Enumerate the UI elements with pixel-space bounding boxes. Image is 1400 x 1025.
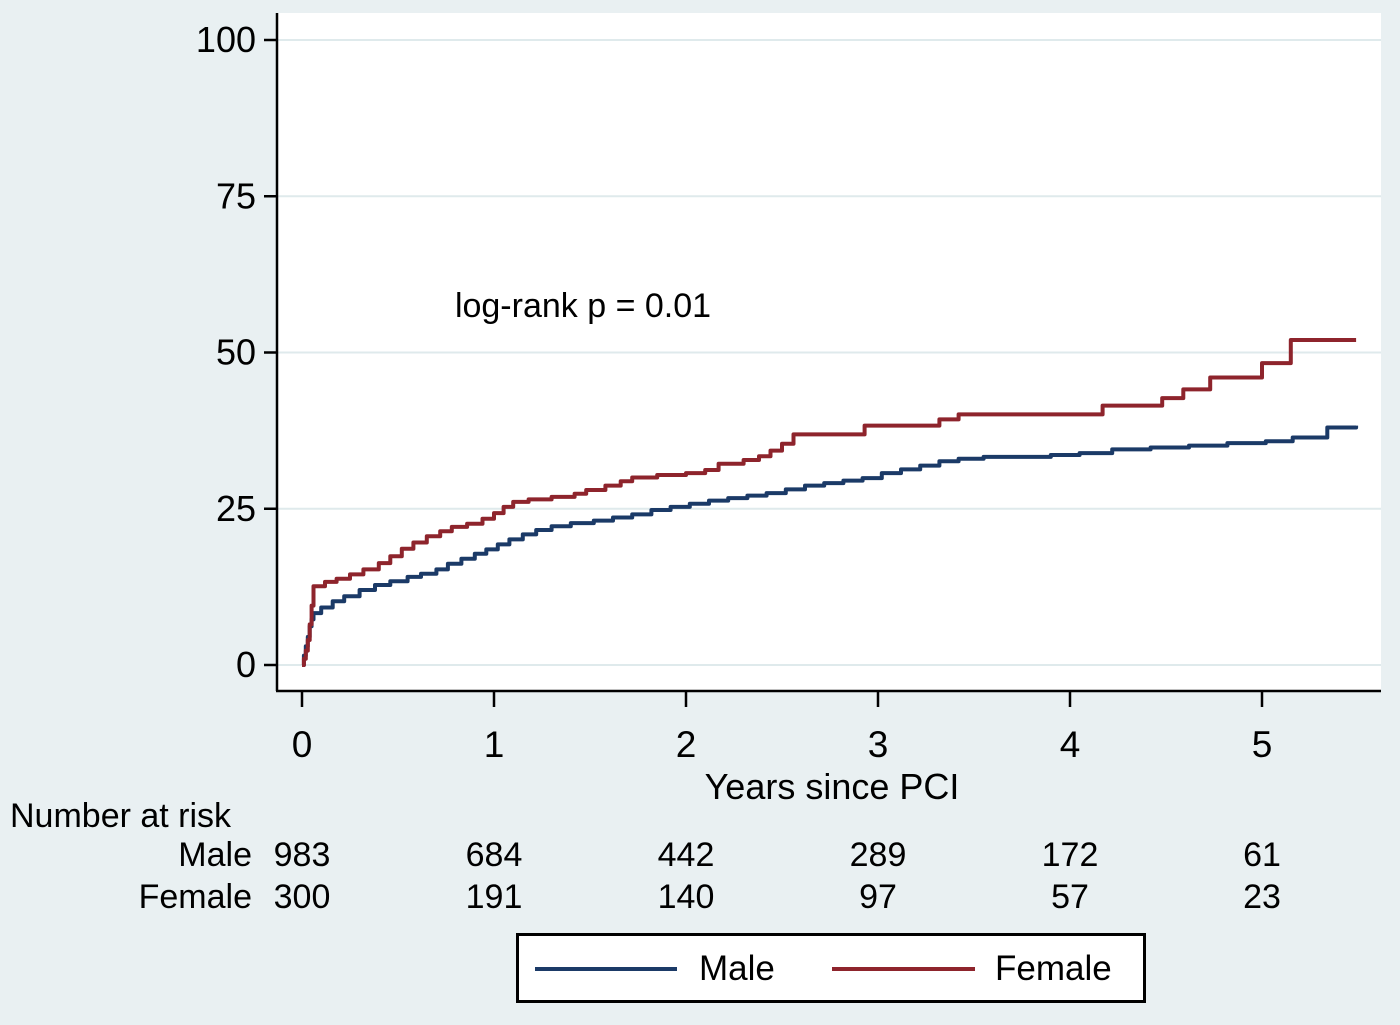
legend-line-male <box>535 967 677 971</box>
risk-value-male-year2: 442 <box>657 836 715 874</box>
risk-value-female-year3: 97 <box>859 878 897 916</box>
risk-value-female-year1: 191 <box>465 878 523 916</box>
legend-line-female <box>832 967 975 971</box>
y-tick-label-100: 100 <box>196 19 256 60</box>
risk-value-male-year3: 289 <box>849 836 907 874</box>
risk-value-female-year0: 300 <box>273 878 331 916</box>
y-tick-label-0: 0 <box>236 644 256 685</box>
logrank-annotation: log-rank p = 0.01 <box>454 287 712 325</box>
legend: Male Female <box>516 933 1146 1003</box>
risk-value-male-year5: 61 <box>1243 836 1281 874</box>
risk-value-male-year0: 983 <box>273 836 331 874</box>
risk-value-female-year4: 57 <box>1051 878 1089 916</box>
y-tick-label-50: 50 <box>216 332 256 373</box>
x-tick-label-4: 4 <box>1060 724 1081 765</box>
risk-value-male-year4: 172 <box>1041 836 1099 874</box>
x-tick-label-2: 2 <box>676 724 697 765</box>
x-tick-label-3: 3 <box>868 724 889 765</box>
x-tick-label-1: 1 <box>484 724 505 765</box>
x-tick-label-0: 0 <box>292 724 313 765</box>
x-tick-label-5: 5 <box>1252 724 1273 765</box>
risk-row-label-male: Male <box>178 836 252 874</box>
y-tick-label-75: 75 <box>216 175 256 216</box>
y-tick-label-25: 25 <box>216 488 256 529</box>
number-at-risk-title: Number at risk <box>10 797 232 835</box>
legend-label-male: Male <box>699 949 775 988</box>
risk-value-male-year1: 684 <box>465 836 523 874</box>
risk-value-female-year5: 23 <box>1243 878 1281 916</box>
x-axis-title: Years since PCI <box>704 766 960 807</box>
risk-row-label-female: Female <box>138 878 252 916</box>
survival-curve-male <box>301 425 1359 667</box>
risk-value-female-year2: 140 <box>657 878 715 916</box>
legend-label-female: Female <box>995 949 1112 988</box>
survival-curve-female <box>301 338 1357 667</box>
